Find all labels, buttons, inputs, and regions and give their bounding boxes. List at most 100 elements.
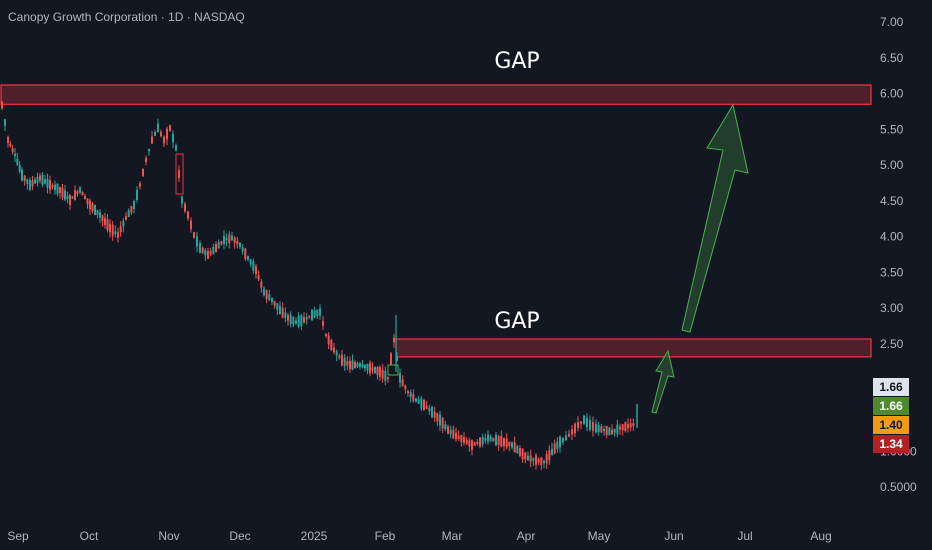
candle-body [79,187,81,193]
x-tick-label: Nov [158,529,179,543]
candle-body [196,236,198,247]
x-axis: Sep Oct Nov Dec 2025 Feb Mar Apr May Jun Jul Aug [7,529,831,543]
candle-body [273,300,276,306]
candle-body [436,413,439,422]
candle-body [343,357,346,366]
candle-body [308,315,311,318]
candle-body [148,148,150,152]
candle-body [29,180,31,190]
candle-body [361,364,364,368]
candle-body [627,423,629,429]
candle-body [61,187,64,198]
candle-body [460,435,463,443]
price-badge [873,378,909,396]
candle-body [371,367,374,371]
candle-body [455,432,457,440]
candle-body [178,170,180,178]
candle-body [145,157,147,163]
candle-body [130,206,133,213]
candle-body [217,242,220,249]
candle-body [89,200,91,210]
candle-body [4,119,6,126]
candle-body [468,440,471,447]
candle-body [619,426,621,430]
candle-body [9,143,12,147]
candle-body [193,232,195,238]
candle-body [215,244,217,252]
candle-body [412,394,415,401]
candle-body [96,210,99,215]
candle-body [616,424,619,434]
candle-body [287,315,289,321]
y-tick-label: 3.50 [880,265,904,279]
candle-body [225,238,228,241]
candle-body [529,455,532,462]
candle-body [260,281,263,288]
candle-body [241,247,244,252]
candle-body [220,241,223,245]
candle-body [481,436,484,445]
candle-body [94,205,96,215]
candle-body [44,179,46,184]
candle-body [106,219,109,231]
candle-body [565,435,567,441]
candle-body [511,442,513,448]
candle-body [160,131,162,137]
candle-body [316,309,319,317]
candle-body [583,415,585,425]
candle-body [133,201,135,209]
candle-body [457,435,460,440]
x-tick-label: Feb [375,529,396,543]
candle-body [503,437,505,447]
candle-body [592,422,594,431]
gap-marker-box [387,364,399,376]
candle-body [181,196,183,204]
candle-body [393,337,395,343]
candle-body [613,428,616,433]
candle-body [632,423,635,427]
candle-body [521,448,524,460]
candle-body [624,422,627,432]
candle-body [399,373,401,383]
candle-body [322,321,324,326]
candle-body [577,422,579,428]
candle-body [305,317,308,320]
candle-body [109,223,111,233]
candle-body [527,455,529,461]
candle-body [543,460,545,464]
candle-body [479,437,481,447]
candle-body [99,212,101,218]
candle-body [21,169,23,181]
candle-body [23,175,26,181]
gap-label: GAP [494,309,539,334]
candle-body [447,426,449,434]
candle-body [169,125,171,131]
candle-body [417,399,420,404]
price-badges: 1.66 1.66 1.40 1.34 [873,378,909,453]
candle-body [319,308,321,316]
candle-body [537,458,540,463]
candle-body [452,429,455,439]
candle-body [449,429,452,435]
candle-body [49,180,51,190]
candle-body [341,354,343,366]
y-tick-label: 4.50 [880,194,904,208]
candle-body [532,458,535,461]
candle-body [349,360,351,370]
price-badge-value: 1.66 [879,380,903,394]
candle-body [441,418,444,429]
candle-body [119,226,122,233]
candle-body [519,448,521,456]
candle-body [86,198,89,205]
candle-body [204,250,207,256]
candle-body [420,398,423,409]
x-tick-label: Jul [737,529,752,543]
candle-body [271,297,273,303]
candle-body [556,441,559,449]
candle-body [597,425,600,433]
candle-body [489,436,492,441]
candle-body [300,315,303,326]
candle-body [407,390,409,394]
candle-body [484,438,487,441]
